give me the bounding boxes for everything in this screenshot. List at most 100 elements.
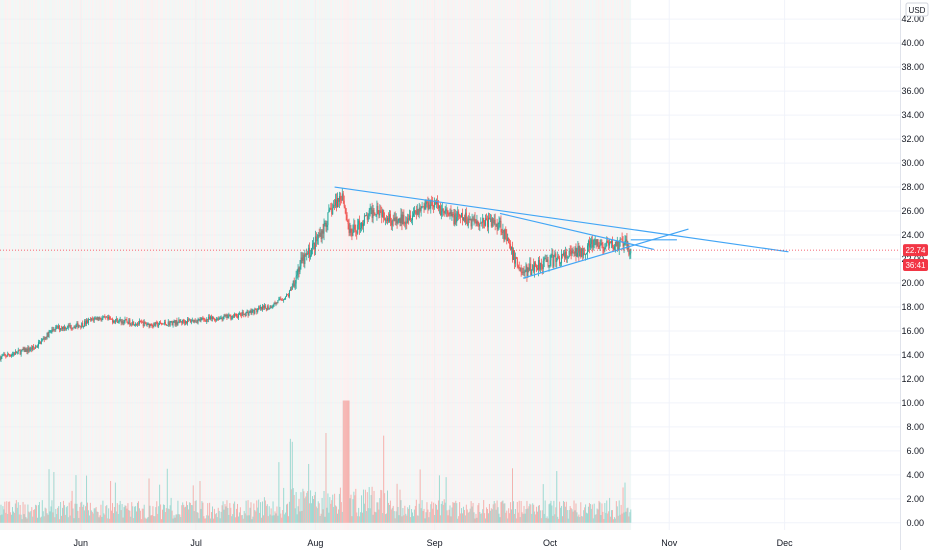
candle-body bbox=[494, 219, 496, 225]
candle-body bbox=[312, 242, 314, 244]
candle-body bbox=[557, 256, 559, 258]
volume-bar bbox=[528, 506, 530, 523]
candle-body bbox=[221, 317, 223, 320]
candle-body bbox=[250, 310, 252, 314]
y-tick-label: 0.00 bbox=[906, 518, 924, 528]
candle-body bbox=[376, 205, 378, 215]
volume-bar bbox=[487, 513, 489, 523]
candle-body bbox=[320, 232, 322, 239]
candle-body bbox=[405, 221, 407, 224]
candle-body bbox=[521, 272, 523, 274]
volume-bar bbox=[194, 501, 196, 523]
currency-badge[interactable]: USD bbox=[905, 2, 929, 17]
candle-body bbox=[110, 318, 112, 320]
candle-body bbox=[373, 209, 375, 214]
volume-bar bbox=[133, 518, 135, 523]
candle-body bbox=[287, 294, 289, 297]
volume-bar bbox=[237, 516, 239, 523]
candle-body bbox=[338, 196, 340, 202]
trendline[interactable] bbox=[522, 228, 689, 279]
volume-bar bbox=[439, 515, 441, 523]
volume-bar bbox=[526, 500, 528, 523]
candle-body bbox=[92, 319, 94, 321]
candle-body bbox=[52, 329, 54, 331]
volume-bar bbox=[544, 500, 546, 523]
volume-bar bbox=[20, 514, 22, 523]
candle-body bbox=[136, 324, 138, 325]
candle-body bbox=[433, 206, 435, 208]
candle-body bbox=[378, 213, 380, 216]
volume-bar bbox=[19, 504, 21, 523]
volume-bar bbox=[112, 503, 113, 523]
y-tick-label: 6.00 bbox=[906, 446, 924, 456]
volume-bar bbox=[565, 501, 567, 523]
candle-body bbox=[343, 200, 345, 207]
candle-body bbox=[129, 319, 131, 325]
time-axis[interactable]: Jun Jul Aug Sep Oct Nov Dec bbox=[74, 538, 794, 548]
candle-body bbox=[134, 324, 136, 326]
candle-body bbox=[230, 314, 232, 319]
volume-bar bbox=[480, 513, 482, 523]
volume-bar bbox=[137, 502, 138, 523]
volume-bar bbox=[438, 475, 440, 523]
volume-bar bbox=[132, 506, 134, 523]
candle-body bbox=[80, 325, 82, 328]
volume-bar bbox=[217, 507, 219, 523]
volume-bar bbox=[215, 513, 217, 523]
volume-bar bbox=[419, 469, 421, 523]
volume-bar bbox=[470, 501, 472, 523]
volume-bar bbox=[610, 516, 612, 523]
volume-bar bbox=[40, 516, 42, 523]
candle-body bbox=[344, 206, 346, 209]
volume-bar bbox=[106, 505, 108, 523]
candle-body bbox=[556, 257, 558, 262]
volume-bar bbox=[61, 515, 63, 523]
volume-bar bbox=[147, 516, 149, 523]
volume-bar bbox=[287, 516, 289, 523]
candle-body bbox=[374, 213, 376, 215]
candle-body bbox=[304, 253, 306, 265]
volume-bar bbox=[222, 501, 224, 523]
candle-body bbox=[127, 321, 129, 325]
candle-body bbox=[395, 217, 397, 222]
candle-body bbox=[140, 321, 142, 323]
candle-body bbox=[283, 299, 285, 301]
trendline[interactable] bbox=[334, 186, 789, 253]
candle-body bbox=[203, 318, 205, 320]
volume-bar bbox=[491, 509, 493, 523]
volume-bar bbox=[623, 512, 625, 523]
volume-bar bbox=[390, 509, 392, 523]
volume-bar bbox=[356, 512, 358, 523]
candle-body bbox=[612, 240, 613, 248]
trendline[interactable] bbox=[499, 212, 654, 250]
candle-body bbox=[29, 349, 31, 351]
volume-bar bbox=[112, 513, 114, 523]
candle-body bbox=[380, 210, 382, 212]
volume-bar bbox=[576, 512, 578, 523]
volume-bar bbox=[506, 510, 508, 523]
volume-bar bbox=[362, 512, 363, 523]
volume-bar bbox=[301, 510, 303, 523]
volume-bar bbox=[12, 511, 14, 523]
volume-bar bbox=[481, 513, 483, 523]
candle-body bbox=[476, 221, 478, 224]
volume-bar bbox=[354, 495, 356, 523]
volume-bar bbox=[160, 504, 162, 523]
volume-bar bbox=[62, 507, 63, 523]
volume-bar bbox=[601, 503, 603, 523]
candle-body bbox=[512, 246, 513, 260]
volume-bar bbox=[29, 512, 31, 523]
candle-body bbox=[471, 218, 473, 227]
volume-bar bbox=[563, 501, 565, 523]
trendlines[interactable] bbox=[334, 186, 789, 279]
volume-bar bbox=[505, 512, 507, 523]
candle-body bbox=[551, 254, 553, 256]
candle-body bbox=[47, 332, 49, 337]
candle-body bbox=[91, 318, 93, 320]
volume-bar bbox=[340, 502, 342, 523]
volume-bar bbox=[186, 501, 188, 523]
volume-bar bbox=[79, 506, 81, 523]
candle-body bbox=[255, 308, 257, 310]
